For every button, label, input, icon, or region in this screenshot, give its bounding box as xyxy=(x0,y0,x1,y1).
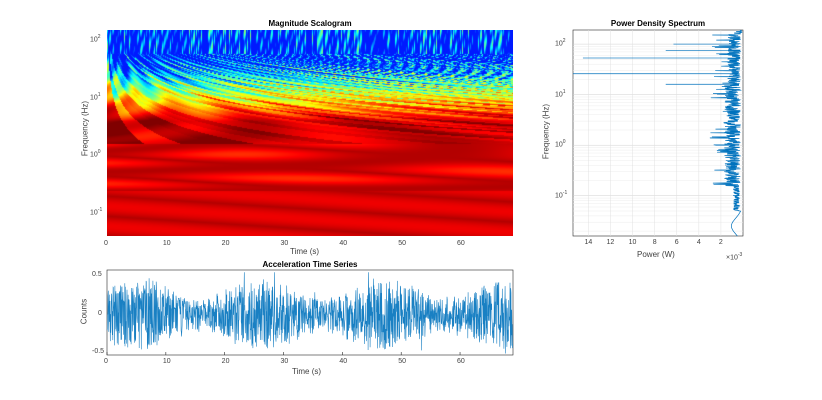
exponent-power: -3 xyxy=(737,252,743,258)
scalogram-xtick: 60 xyxy=(457,240,465,247)
spectrum-ytick: 10-1 xyxy=(555,190,567,199)
tick-base: 10 xyxy=(90,209,98,217)
tick-exponent: 0 xyxy=(97,149,101,156)
spectrum-xtick: 6 xyxy=(674,239,679,246)
timeseries-xlabel: Time (s) xyxy=(292,367,322,376)
tick-base: 10 xyxy=(90,94,98,102)
spectrum-ytick: 102 xyxy=(555,38,566,47)
tick-exponent: 0 xyxy=(562,139,566,146)
tick-base: 10 xyxy=(555,90,563,98)
spectrum-xtick: 8 xyxy=(652,239,657,246)
scalogram-xtick: 0 xyxy=(104,240,108,247)
scalogram-ytick: 10-1 xyxy=(90,207,102,216)
spectrum-line xyxy=(709,29,743,237)
scalogram-heatmap xyxy=(107,30,513,236)
tick-exponent: 1 xyxy=(562,88,566,95)
scalogram-ytick: 100 xyxy=(90,149,101,158)
tick-exponent: 1 xyxy=(97,91,101,98)
scalogram-xtick: 40 xyxy=(339,240,348,247)
spectrum-xtick: 12 xyxy=(606,239,615,246)
tick-exponent: -1 xyxy=(562,189,568,196)
tick-base: 10 xyxy=(90,151,98,159)
timeseries-xtick: 60 xyxy=(457,358,465,365)
timeseries-xtick: 0 xyxy=(104,358,108,365)
spectrum-xlabel: Power (W) xyxy=(637,250,675,259)
timeseries-title: Acceleration Time Series xyxy=(262,260,358,269)
scalogram-xlabel: Time (s) xyxy=(290,247,320,256)
scalogram-ytick: 102 xyxy=(90,34,101,43)
scalogram-xtick: 20 xyxy=(221,240,230,247)
spectrum-xtick: 14 xyxy=(584,239,593,246)
tick-base: 10 xyxy=(555,141,563,149)
spectrum-xtick: 2 xyxy=(718,239,723,246)
scalogram-xtick: 10 xyxy=(162,240,171,247)
spectrum-xtick: 4 xyxy=(696,239,701,246)
scalogram-xtick: 50 xyxy=(398,240,406,247)
timeseries-line xyxy=(106,272,513,354)
timeseries-plot xyxy=(106,269,514,356)
scalogram-xtick: 30 xyxy=(280,240,289,247)
timeseries-ytick: 0.5 xyxy=(92,271,102,279)
timeseries-ylabel: Counts xyxy=(79,298,89,325)
tick-base: 10 xyxy=(555,192,563,200)
spectrum-xtick: 10 xyxy=(628,239,637,246)
tick-base: 10 xyxy=(555,40,563,48)
scalogram-ytick: 101 xyxy=(90,92,101,101)
tick-base: 10 xyxy=(90,36,98,44)
tick-exponent: 2 xyxy=(562,38,566,45)
timeseries-xtick: 40 xyxy=(339,358,348,365)
scalogram-title: Magnitude Scalogram xyxy=(268,19,352,28)
exponent-base: ×10 xyxy=(726,254,738,262)
spectrum-ylabel: Frequency (Hz) xyxy=(541,103,551,160)
timeseries-ytick: 0 xyxy=(98,309,102,317)
timeseries-xtick: 50 xyxy=(398,358,406,365)
spectrum-title: Power Density Spectrum xyxy=(610,19,706,28)
timeseries-ytick: -0.5 xyxy=(92,348,105,356)
timeseries-xtick: 20 xyxy=(221,358,230,365)
spectrum-plot xyxy=(572,29,744,237)
tick-exponent: 2 xyxy=(97,34,101,41)
spectrum-x-exponent: ×10-3 xyxy=(726,252,742,261)
timeseries-xtick: 10 xyxy=(162,358,171,365)
spectrum-ytick: 100 xyxy=(555,139,566,148)
spectrum-ytick: 101 xyxy=(555,89,566,98)
scalogram-ylabel: Frequency (Hz) xyxy=(80,100,90,157)
tick-exponent: -1 xyxy=(97,207,103,214)
timeseries-xtick: 30 xyxy=(280,358,289,365)
